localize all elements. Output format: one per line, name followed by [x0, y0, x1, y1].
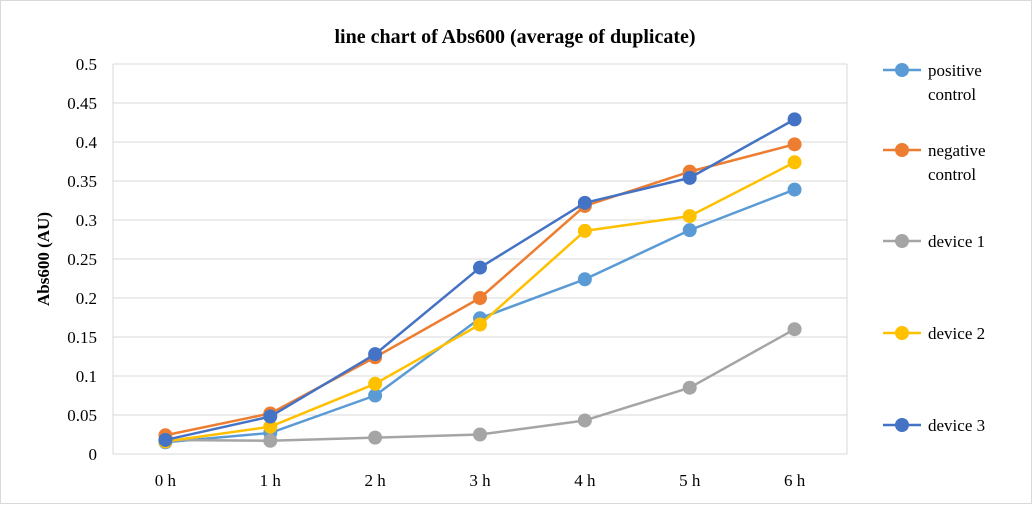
y-axis-ticks: 0 0.05 0.1 0.15 0.2 0.25 0.3 0.35 0.4 0.45 0.5 — [67, 55, 97, 464]
data-point — [368, 430, 383, 445]
legend-label: device 1 — [928, 232, 985, 251]
data-point — [368, 347, 383, 362]
y-tick-label: 0.25 — [67, 250, 97, 269]
series-line — [165, 328, 796, 442]
data-point — [787, 182, 802, 197]
chart-title: line chart of Abs600 (average of duplica… — [334, 26, 695, 48]
legend-entry: positive control — [883, 61, 982, 104]
x-tick-label: 4 h — [574, 471, 596, 490]
legend-label: control — [928, 165, 976, 184]
legend-label: control — [928, 85, 976, 104]
data-point — [473, 427, 487, 442]
series-0 — [158, 182, 802, 450]
y-tick-label: 0 — [89, 445, 98, 464]
legend-point-marker — [895, 418, 909, 432]
legend-entry: device 1 — [883, 232, 985, 251]
data-series — [158, 112, 802, 450]
data-point — [473, 317, 487, 332]
legend: positive control negative control device 1 de… — [883, 61, 986, 435]
series-3 — [158, 155, 802, 449]
data-point — [787, 112, 802, 127]
legend-entry: negative control — [883, 141, 986, 184]
x-tick-label: 5 h — [679, 471, 701, 490]
legend-entry: device 3 — [883, 416, 985, 435]
data-point — [263, 419, 278, 434]
x-axis-ticks: 0 h 1 h 2 h 3 h 4 h 5 h 6 h — [155, 471, 806, 490]
legend-point-marker — [895, 326, 909, 340]
series-line — [165, 143, 795, 437]
y-tick-label: 0.4 — [76, 133, 98, 152]
y-tick-label: 0.2 — [76, 289, 97, 308]
legend-point-marker — [895, 234, 909, 248]
x-tick-label: 3 h — [469, 471, 491, 490]
legend-label: device 2 — [928, 324, 985, 343]
y-tick-label: 0.3 — [76, 211, 97, 230]
gridlines — [112, 63, 848, 455]
legend-point-marker — [895, 143, 909, 157]
data-point — [263, 433, 278, 448]
data-point — [473, 260, 487, 275]
data-point — [682, 223, 697, 238]
x-tick-label: 1 h — [260, 471, 282, 490]
data-point — [682, 170, 697, 185]
data-point — [368, 376, 383, 391]
data-point — [787, 137, 802, 152]
y-axis-label: Abs600 (AU) — [34, 212, 53, 306]
y-tick-label: 0.05 — [67, 406, 97, 425]
y-tick-label: 0.5 — [76, 55, 97, 74]
data-point — [577, 223, 592, 238]
legend-label: device 3 — [928, 416, 985, 435]
legend-label: positive — [928, 61, 982, 80]
series-1 — [158, 137, 802, 443]
y-tick-label: 0.1 — [76, 367, 97, 386]
legend-label: negative — [928, 141, 986, 160]
data-point — [577, 413, 592, 428]
legend-point-marker — [895, 63, 909, 77]
series-4 — [158, 112, 802, 447]
data-point — [263, 409, 278, 424]
data-point — [787, 155, 802, 170]
series-line — [165, 118, 796, 442]
x-tick-label: 6 h — [784, 471, 806, 490]
data-point — [682, 209, 697, 224]
x-tick-label: 2 h — [365, 471, 387, 490]
data-point — [682, 380, 697, 395]
y-tick-label: 0.45 — [67, 94, 97, 113]
y-tick-label: 0.15 — [67, 328, 97, 347]
data-point — [473, 291, 487, 305]
data-point — [368, 388, 383, 403]
data-point — [577, 195, 592, 210]
legend-entry: device 2 — [883, 324, 985, 343]
x-tick-label: 0 h — [155, 471, 177, 490]
data-point — [787, 322, 802, 337]
y-tick-label: 0.35 — [67, 172, 97, 191]
data-point — [158, 432, 173, 447]
data-point — [577, 272, 592, 287]
